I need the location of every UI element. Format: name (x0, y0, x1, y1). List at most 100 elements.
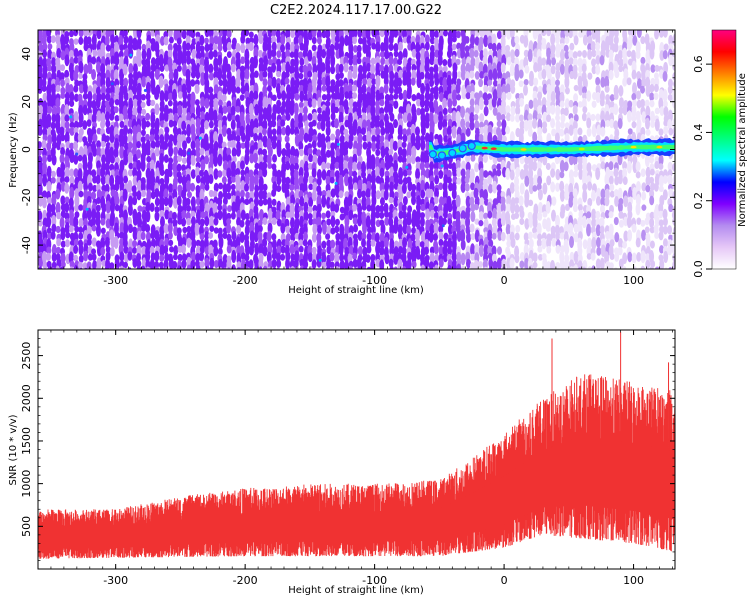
heatmap-cell (113, 235, 119, 249)
heatmap-cell (177, 217, 183, 225)
heatmap-cell (555, 230, 561, 241)
heatmap-cell (307, 30, 313, 41)
heatmap-cell (149, 159, 155, 172)
heatmap-cell (509, 63, 515, 77)
heatmap-cell (203, 37, 209, 45)
heatmap-cell (244, 68, 250, 81)
heatmap-cell (353, 182, 358, 191)
heatmap-cell (662, 217, 668, 227)
heatmap-cell (379, 51, 385, 58)
heatmap-cell (460, 239, 466, 251)
heatmap-cell (190, 169, 196, 179)
heatmap-cell (605, 119, 611, 128)
heatmap-cell (411, 214, 417, 228)
heatmap-cell (334, 35, 340, 44)
heatmap-cell (172, 47, 178, 61)
heatmap-cell (546, 69, 552, 81)
signal-blob (428, 150, 437, 159)
heatmap-cell (217, 247, 223, 256)
heatmap-cell (181, 30, 187, 40)
heatmap-cell (428, 66, 434, 74)
heatmap-cell (393, 93, 399, 100)
heatmap-cell (591, 265, 596, 269)
heatmap-cell (266, 230, 272, 243)
heatmap-cell (113, 222, 119, 235)
heatmap-cell (335, 218, 340, 226)
heatmap-cell (181, 169, 187, 177)
heatmap-cell (163, 258, 169, 269)
heatmap-cell (86, 261, 92, 269)
heatmap-cell (479, 188, 485, 200)
heatmap-cell (344, 30, 350, 36)
heatmap-cell (586, 253, 592, 260)
heatmap-cell (325, 265, 331, 269)
heatmap-cell (581, 172, 587, 186)
heatmap-cell (60, 252, 66, 264)
heatmap-cell (546, 236, 552, 250)
heatmap-cell (532, 160, 538, 172)
heatmap-cell (465, 121, 471, 129)
heatmap-cell (636, 217, 642, 225)
heatmap-cell (527, 119, 533, 131)
heatmap-cell (330, 54, 336, 68)
heatmap-cell (96, 160, 102, 170)
heatmap-cell (636, 71, 642, 81)
heatmap-cell (50, 35, 56, 44)
heatmap-cell (339, 213, 345, 221)
heatmap-cell (389, 112, 395, 122)
heatmap-cell (240, 169, 246, 176)
heatmap-cell (623, 230, 629, 242)
heatmap-cell (149, 246, 155, 255)
signal-hotspot (656, 145, 663, 149)
heatmap-cell (329, 261, 335, 269)
heatmap-cell (352, 217, 358, 225)
heatmap-cell (87, 253, 93, 261)
heatmap-cell (280, 105, 286, 116)
heatmap-cell (420, 179, 426, 193)
heatmap-cell (469, 223, 475, 233)
heatmap-cell (479, 113, 485, 123)
heatmap-spot (143, 89, 147, 93)
heatmap-cell (483, 212, 489, 220)
heatmap-cell (195, 239, 201, 247)
heatmap-cell (357, 216, 363, 227)
heatmap-cell (465, 258, 471, 269)
heatmap-cell (321, 161, 327, 171)
heatmap-cell (199, 245, 205, 254)
heatmap-cell (46, 203, 52, 215)
heatmap-cell (181, 210, 187, 220)
heatmap-cell (447, 223, 453, 235)
heatmap-cell (177, 91, 183, 99)
heatmap-spot (187, 151, 191, 155)
heatmap-cell (231, 156, 237, 163)
heatmap-cell (311, 232, 317, 243)
heatmap-cell (181, 148, 187, 158)
heatmap-cell (100, 92, 106, 101)
heatmap-cell (91, 216, 96, 227)
heatmap-cell (271, 119, 277, 128)
heatmap-cell (545, 200, 551, 214)
heatmap-cell (150, 140, 156, 150)
heatmap-cell (74, 204, 79, 212)
heatmap-cell (226, 167, 232, 179)
heatmap-cell (555, 69, 561, 80)
heatmap-cell (73, 84, 79, 93)
heatmap-cell (542, 218, 548, 230)
heatmap-cell (236, 261, 242, 269)
heatmap-cell (555, 49, 561, 58)
heatmap-cell (311, 190, 317, 202)
heatmap-cell (258, 198, 264, 207)
heatmap-cell (87, 134, 93, 144)
heatmap-cell (244, 266, 250, 269)
heatmap-cell (122, 134, 128, 145)
heatmap-cell (167, 161, 173, 172)
heatmap-cell (140, 129, 146, 137)
heatmap-cell (398, 50, 404, 62)
heatmap-cell (302, 83, 308, 95)
heatmap-cell (60, 50, 66, 61)
snr-x-ticks: -300 -200 -100 0 100 (50, 330, 673, 587)
heatmap-cell (595, 84, 601, 95)
heatmap-cell (537, 233, 543, 241)
heatmap-cell (366, 226, 372, 234)
heatmap-cell (186, 191, 192, 199)
